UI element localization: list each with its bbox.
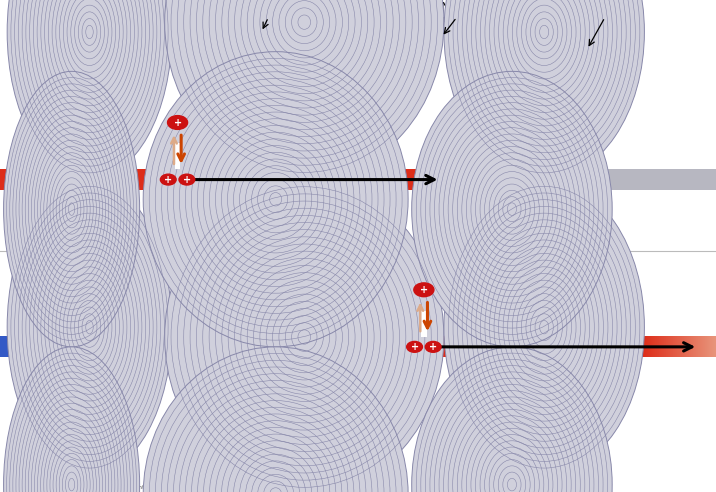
- Ellipse shape: [165, 180, 444, 492]
- Text: Myelin
sheath: Myelin sheath: [258, 2, 301, 31]
- Ellipse shape: [4, 347, 140, 492]
- Circle shape: [160, 174, 176, 185]
- Text: +: +: [410, 342, 419, 352]
- Circle shape: [414, 283, 434, 297]
- Bar: [175, 144, 180, 169]
- Text: TIme zero: TIme zero: [14, 268, 83, 282]
- Text: +: +: [429, 342, 437, 352]
- Ellipse shape: [143, 52, 408, 347]
- Circle shape: [407, 341, 422, 352]
- Ellipse shape: [444, 180, 644, 475]
- Bar: [421, 311, 427, 337]
- Ellipse shape: [7, 0, 172, 180]
- Ellipse shape: [4, 71, 140, 347]
- Text: +: +: [173, 118, 182, 127]
- Text: +: +: [164, 175, 173, 184]
- Circle shape: [425, 341, 441, 352]
- Text: +: +: [420, 285, 428, 295]
- Ellipse shape: [412, 71, 612, 347]
- Ellipse shape: [444, 0, 644, 180]
- Ellipse shape: [165, 0, 444, 180]
- Circle shape: [168, 116, 188, 129]
- Circle shape: [179, 174, 195, 185]
- Text: 1 msec later: 1 msec later: [14, 458, 101, 471]
- Text: Copyright © 2016 Wolters Kluwer.  All Rights Reserved: Copyright © 2016 Wolters Kluwer. All Rig…: [7, 484, 179, 490]
- Ellipse shape: [143, 347, 408, 492]
- Ellipse shape: [412, 347, 612, 492]
- Ellipse shape: [7, 180, 172, 475]
- Text: Axon: Axon: [607, 1, 639, 14]
- Text: Node of
Ranvier: Node of Ranvier: [441, 1, 490, 29]
- Text: +: +: [183, 175, 191, 184]
